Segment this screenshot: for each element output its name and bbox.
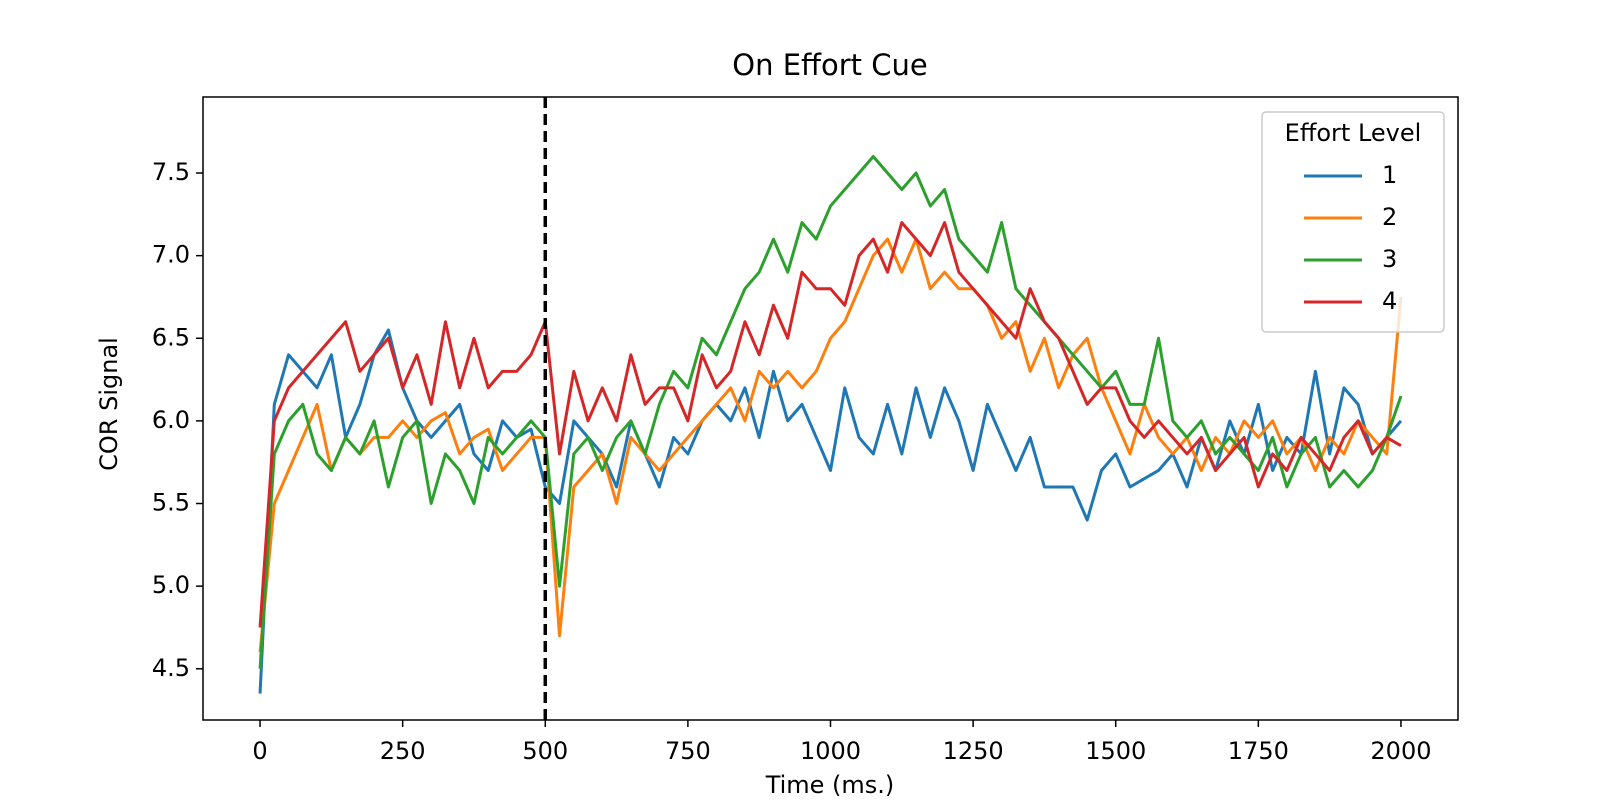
x-tick-label: 2000	[1370, 737, 1431, 765]
series-line	[258, 328, 1403, 694]
legend-box	[1261, 111, 1445, 333]
legend-label: 2	[1382, 203, 1397, 231]
x-tick-label: 1000	[800, 737, 861, 765]
y-tick-label: 5.0	[152, 571, 190, 599]
x-tick-label: 1750	[1228, 737, 1289, 765]
y-tick-label: 5.5	[152, 489, 190, 517]
x-tick-label: 1250	[943, 737, 1004, 765]
series-line	[258, 221, 1402, 628]
y-tick-label: 4.5	[152, 654, 190, 682]
x-axis-label: Time (ms.)	[765, 771, 895, 799]
x-tick-label: 500	[522, 737, 568, 765]
y-axis-label: COR Signal	[95, 337, 123, 471]
plot-frame	[202, 96, 1459, 721]
chart-title: On Effort Cue	[732, 48, 927, 82]
legend-label: 1	[1382, 161, 1397, 189]
legend-label: 4	[1382, 287, 1397, 315]
legend-label: 3	[1382, 245, 1397, 273]
x-tick-label: 0	[252, 737, 267, 765]
series-line	[258, 237, 1403, 653]
y-tick-label: 6.5	[152, 323, 190, 351]
legend-title: Effort Level	[1285, 119, 1422, 147]
y-tick-label: 7.0	[152, 241, 190, 269]
x-tick-label: 750	[665, 737, 711, 765]
y-tick-label: 7.5	[152, 158, 190, 186]
series-line	[258, 154, 1403, 669]
x-tick-label: 250	[380, 737, 426, 765]
x-tick-label: 1500	[1085, 737, 1146, 765]
y-tick-label: 6.0	[152, 406, 190, 434]
